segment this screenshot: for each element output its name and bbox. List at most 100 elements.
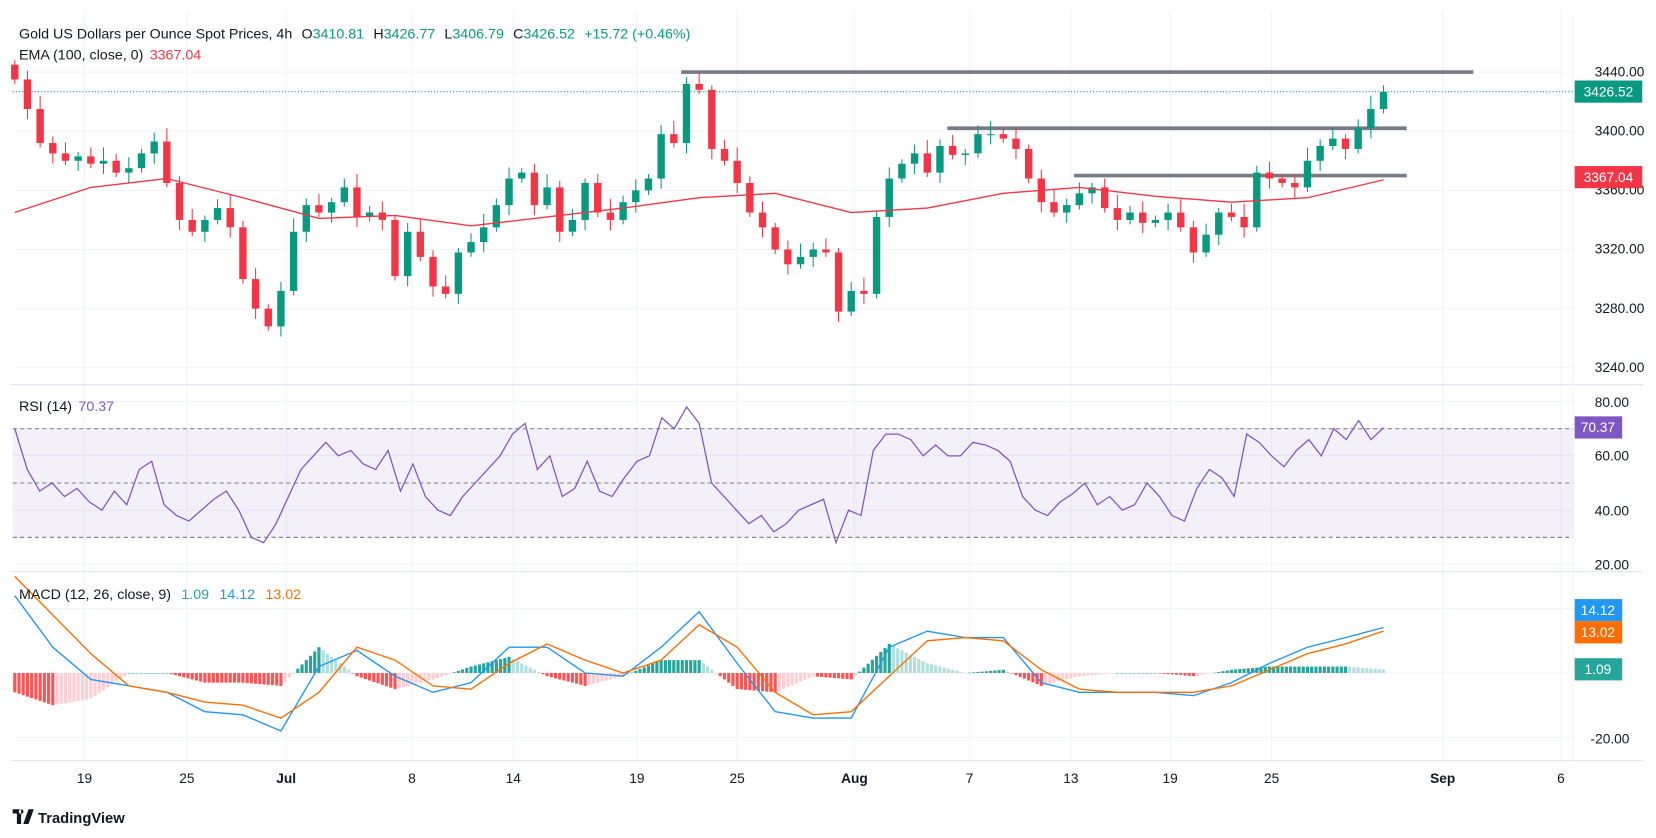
price-axis[interactable]: 3440.00 3400.00 3360.00 3320.00 3280.00 … <box>1595 64 1645 375</box>
macd-histogram-bar <box>786 672 790 687</box>
time-tick: 25 <box>179 771 195 786</box>
macd-histogram-bar <box>794 672 798 684</box>
macd-histogram-bar <box>55 672 59 705</box>
candle-body <box>1113 208 1122 220</box>
rsi-axis[interactable]: 80.00 60.00 40.00 20.00 <box>1595 395 1630 573</box>
macd-histogram-bar <box>845 672 849 680</box>
macd-histogram-bar <box>186 672 190 679</box>
macd-histogram-bar <box>279 672 283 686</box>
macd-histogram-bar <box>1263 666 1267 673</box>
candle-body <box>74 156 82 161</box>
macd-histogram-bar <box>1124 672 1128 674</box>
macd-value: 14.12 <box>219 587 255 603</box>
macd-histogram-bar <box>870 659 874 673</box>
macd-histogram-bar <box>1365 668 1369 673</box>
macd-histogram-bar <box>1120 672 1124 674</box>
candle-body <box>353 187 361 217</box>
candle-body <box>302 205 310 232</box>
macd-histogram-bar <box>1280 666 1284 673</box>
macd-histogram-bar <box>1314 666 1318 673</box>
candle-body <box>518 172 526 179</box>
macd-histogram-bar <box>330 656 334 673</box>
time-tick: 7 <box>966 771 974 786</box>
macd-histogram-bar <box>241 672 245 683</box>
candle-body <box>36 109 44 144</box>
candle-body <box>708 89 716 149</box>
macd-histogram-bar <box>760 672 765 692</box>
candle-body <box>175 182 184 220</box>
macd-histogram-bar <box>1318 666 1322 673</box>
macd-histogram-bar <box>773 672 777 693</box>
time-tick: 14 <box>506 771 522 786</box>
ema-legend[interactable]: EMA (100, close, 0) 3367.04 <box>19 47 201 63</box>
macd-histogram-bar <box>177 672 182 677</box>
macd-histogram-bar <box>815 672 820 677</box>
macd-histogram-bar <box>520 663 524 673</box>
macd-histogram-bar <box>566 672 570 682</box>
candle-body <box>226 208 234 228</box>
rsi-legend[interactable]: RSI (14) 70.37 <box>19 399 114 415</box>
macd-histogram-bar <box>199 672 203 682</box>
price-tick: 3320.00 <box>1595 242 1645 257</box>
macd-histogram-bar <box>984 671 989 673</box>
macd-histogram-bar <box>1132 672 1136 674</box>
candle-body <box>1189 227 1198 253</box>
macd-histogram-bar <box>1039 672 1043 686</box>
macd-histogram-bar <box>351 672 355 674</box>
candle-body <box>834 252 843 312</box>
price-tick: 3240.00 <box>1595 360 1645 375</box>
macd-histogram-bar <box>1001 669 1005 673</box>
macd-histogram-bar <box>1145 672 1149 674</box>
time-tick: 25 <box>730 771 746 786</box>
macd-histogram-bar <box>292 672 296 674</box>
svg-text:14.12: 14.12 <box>1581 603 1615 618</box>
macd-histogram-bar <box>190 672 194 680</box>
candle-body <box>670 134 678 144</box>
candle-body <box>695 83 703 90</box>
tradingview-logo[interactable]: TradingView <box>12 809 126 827</box>
macd-histogram-bar <box>38 672 42 701</box>
macd-axis[interactable]: -20.00 <box>1591 732 1630 747</box>
candle-body <box>23 79 32 110</box>
candle-body <box>657 134 665 179</box>
candle-body <box>505 178 513 206</box>
macd-histogram-bar <box>346 669 351 673</box>
macd-histogram-bar <box>1234 669 1238 673</box>
macd-legend[interactable]: MACD (12, 26, close, 9) 1.09 14.12 13.02 <box>19 587 301 603</box>
candle-body <box>1367 109 1375 129</box>
candle-body <box>201 219 209 232</box>
macd-histogram-bar <box>537 671 541 673</box>
macd-histogram-bar <box>1212 672 1217 674</box>
time-axis[interactable]: 19 25 Jul 8 14 19 25 Aug 7 13 19 25 Sep 6 <box>77 771 1565 786</box>
svg-text:3426.52: 3426.52 <box>1584 84 1634 99</box>
macd-histogram-bar <box>490 661 494 673</box>
macd-histogram-bar <box>667 660 672 673</box>
macd-histogram-bar <box>469 666 473 673</box>
macd-histogram-bar <box>304 660 308 673</box>
candle-body <box>1050 202 1058 213</box>
macd-histogram-bar <box>317 647 321 673</box>
change-value: +15.72 (+0.46%) <box>584 26 690 42</box>
time-tick: 19 <box>1163 771 1178 786</box>
rsi-line <box>14 405 1384 545</box>
macd-histogram-bar <box>739 672 743 690</box>
macd-histogram-bar <box>300 664 304 673</box>
macd-histogram-bar <box>1090 672 1094 676</box>
rsi-band <box>12 427 1574 537</box>
macd-histogram-bar <box>1360 667 1364 673</box>
macd-histogram-bar <box>913 656 917 673</box>
macd-histogram-bar <box>524 665 528 673</box>
candle-body <box>1075 193 1084 206</box>
candle-body <box>251 279 260 309</box>
signal-line <box>14 575 1384 719</box>
macd-histogram-bar <box>334 660 338 673</box>
candle-body <box>264 308 272 327</box>
horizontal-levels[interactable] <box>681 70 1474 178</box>
macd-histogram-bar <box>1217 671 1221 673</box>
macd-histogram-bar <box>1081 672 1086 676</box>
macd-histogram-bar <box>342 666 346 673</box>
candle-body <box>1012 138 1020 149</box>
macd-histogram-bar <box>1301 666 1305 673</box>
svg-text:3367.04: 3367.04 <box>1584 170 1634 185</box>
